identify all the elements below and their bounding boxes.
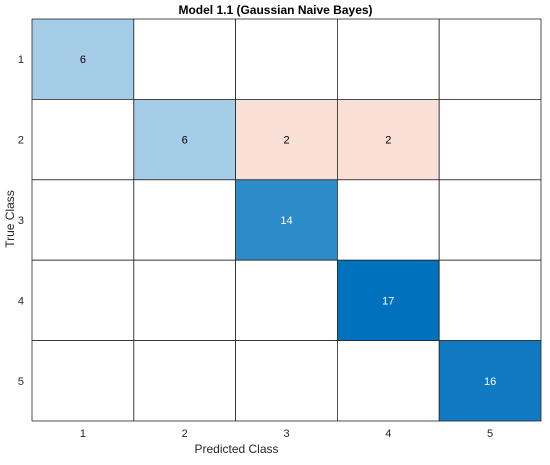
matrix-cell-r5-c2 [133, 340, 237, 422]
matrix-cell-r4-c2 [133, 259, 237, 342]
y-axis-label: True Class [3, 190, 17, 248]
cell-value-r2-c4: 2 [385, 135, 391, 147]
y-tick-label-4: 4 [18, 295, 24, 307]
x-tick-label-5: 5 [487, 428, 493, 440]
matrix-cell-r2-c5 [438, 99, 542, 181]
cell-value-r4-c4: 17 [382, 295, 394, 307]
cell-value-r2-c2: 6 [182, 135, 188, 147]
y-tick-label-1: 1 [18, 54, 24, 66]
cell-value-r5-c5: 16 [484, 376, 496, 388]
matrix-cell-r2-c1 [31, 99, 135, 181]
y-tick-label-5: 5 [18, 376, 24, 388]
matrix-cell-r3-c3 [235, 179, 338, 261]
matrix-cells: 6 6 2 2 14 17 16 [31, 18, 542, 422]
x-axis-label: Predicted Class [194, 442, 278, 456]
matrix-cell-r5-c3 [235, 340, 338, 422]
cell-value-r2-c3: 2 [283, 135, 289, 147]
matrix-cell-r1-c2 [133, 18, 237, 100]
x-tick-labels: 1 2 3 4 5 [80, 428, 493, 440]
matrix-cell-r4-c4 [336, 259, 440, 342]
matrix-cell-r1-c4 [336, 18, 440, 100]
x-tick-label-4: 4 [385, 428, 391, 440]
matrix-cell-r4-c3 [235, 259, 338, 342]
y-tick-label-3: 3 [18, 215, 24, 227]
matrix-cell-r5-c4 [336, 340, 440, 422]
x-tick-label-2: 2 [182, 428, 188, 440]
matrix-cell-r3-c5 [438, 179, 542, 261]
matrix-cell-r1-c1 [31, 18, 135, 100]
matrix-cell-r2-c4 [336, 99, 440, 181]
matrix-cell-r5-c5 [438, 340, 542, 422]
chart-title: Model 1.1 (Gaussian Naive Bayes) [178, 3, 372, 17]
x-tick-label-1: 1 [80, 428, 86, 440]
matrix-cell-r5-c1 [31, 340, 135, 422]
y-tick-labels: 1 2 3 4 5 [18, 54, 24, 388]
matrix-cell-r4-c5 [438, 259, 542, 342]
cell-value-r1-c1: 6 [80, 54, 86, 66]
matrix-cell-r1-c5 [438, 18, 542, 100]
x-tick-label-3: 3 [283, 428, 289, 440]
matrix-cell-r4-c1 [31, 259, 135, 342]
matrix-cell-r3-c2 [133, 179, 237, 261]
y-tick-label-2: 2 [18, 135, 24, 147]
matrix-cell-r3-c1 [31, 179, 135, 261]
matrix-cell-r2-c3 [235, 99, 338, 181]
cell-value-r3-c3: 14 [280, 215, 292, 227]
matrix-cell-r1-c3 [235, 18, 338, 100]
matrix-cell-r2-c2 [133, 99, 237, 181]
matrix-cell-r3-c4 [336, 179, 440, 261]
